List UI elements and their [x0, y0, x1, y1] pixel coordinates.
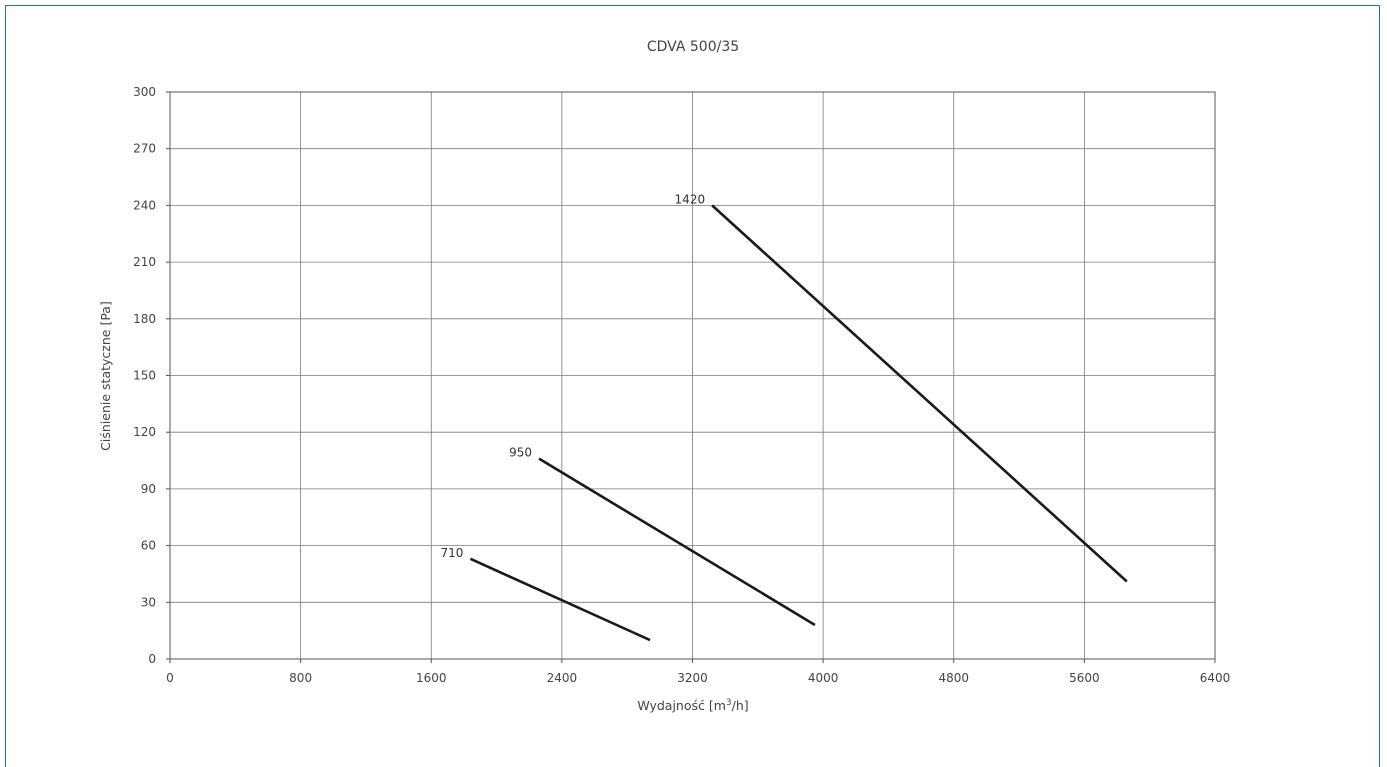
- x-axis-ticks: 0 800 1600 2400 3200 4000 4800 5600 6400: [166, 659, 1230, 685]
- x-tick-label: 800: [289, 671, 312, 685]
- y-tick-label: 0: [148, 652, 156, 666]
- series-line-710: [469, 557, 651, 642]
- x-tick-label: 4000: [808, 671, 839, 685]
- x-tick-label: 5600: [1069, 671, 1100, 685]
- series-labels: 710 950 1420: [441, 192, 706, 559]
- chart-title: CDVA 500/35: [647, 39, 739, 55]
- series-line-1420: [711, 204, 1128, 583]
- y-tick-label: 150: [133, 369, 156, 383]
- x-tick-label: 3200: [677, 671, 708, 685]
- y-tick-label: 60: [141, 539, 156, 553]
- grid: [169, 91, 1216, 660]
- x-tick-label: 4800: [938, 671, 969, 685]
- y-tick-label: 90: [141, 482, 156, 496]
- y-tick-label: 210: [133, 255, 156, 269]
- y-tick-label: 120: [133, 425, 156, 439]
- y-tick-label: 270: [133, 142, 156, 156]
- x-axis-title: Wydajność [m3/h]: [637, 698, 748, 713]
- x-tick-label: 1600: [416, 671, 447, 685]
- x-tick-label: 0: [166, 671, 174, 685]
- x-axis-title-sup: 3: [726, 698, 732, 708]
- series-lines: [469, 204, 1128, 642]
- series-label-950: 950: [509, 446, 532, 460]
- x-axis-title-main: Wydajność [m: [637, 698, 726, 713]
- series-line-950: [538, 457, 816, 627]
- y-axis-ticks: 0 30 60 90 120 150 180 210 240 270 300: [133, 85, 170, 666]
- x-tick-label: 2400: [547, 671, 578, 685]
- y-axis-title: Ciśnienie statyczne [Pa]: [98, 301, 113, 451]
- y-tick-label: 180: [133, 312, 156, 326]
- series-label-1420: 1420: [675, 192, 706, 206]
- y-tick-label: 240: [133, 198, 156, 212]
- series-label-710: 710: [441, 546, 464, 560]
- y-tick-label: 300: [133, 85, 156, 99]
- chart-frame: [5, 5, 1380, 767]
- x-axis-title-tail: /h]: [732, 698, 749, 713]
- x-tick-label: 6400: [1200, 671, 1231, 685]
- y-tick-label: 30: [141, 595, 156, 609]
